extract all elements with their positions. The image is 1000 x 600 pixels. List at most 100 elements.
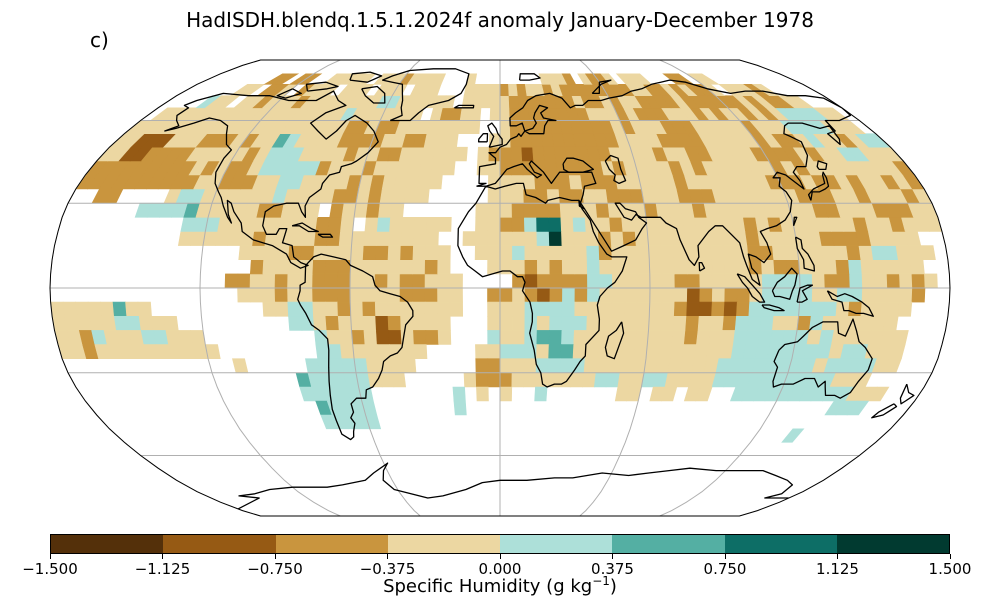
anomaly-cell: [490, 84, 501, 96]
anomaly-cell: [624, 273, 638, 289]
anomaly-cell: [586, 245, 600, 261]
anomaly-cell: [447, 120, 461, 134]
anomaly-cell: [673, 259, 688, 275]
coastline: [317, 233, 334, 238]
anomaly-cell: [511, 202, 525, 218]
anomaly-cell: [301, 231, 317, 246]
anomaly-cell: [748, 301, 763, 317]
anomaly-cell: [587, 287, 601, 303]
anomaly-cell: [87, 301, 103, 317]
anomaly-cell: [428, 174, 443, 190]
anomaly-cell: [561, 73, 577, 85]
anomaly-cell: [671, 330, 686, 345]
anomaly-cell: [561, 315, 576, 331]
anomaly-cell: [274, 287, 289, 303]
colorbar-tick: [499, 554, 501, 559]
anomaly-cell: [445, 133, 459, 148]
anomaly-cell: [313, 245, 328, 261]
anomaly-cell: [648, 245, 663, 261]
anomaly-cell: [848, 259, 863, 275]
anomaly-cell: [711, 301, 726, 317]
coastline: [276, 88, 302, 99]
anomaly-cell: [574, 273, 588, 289]
anomaly-cell: [769, 231, 785, 246]
anomaly-cell: [365, 358, 381, 374]
coastline: [794, 236, 816, 272]
anomaly-cell: [437, 245, 451, 261]
anomaly-cell: [449, 287, 463, 303]
anomaly-cell: [424, 315, 439, 331]
anomaly-cell: [535, 202, 549, 218]
anomaly-cell: [487, 245, 501, 261]
anomaly-cell: [137, 301, 152, 317]
anomaly-cell: [773, 259, 788, 275]
coastline: [772, 318, 873, 399]
anomaly-cell: [872, 259, 888, 275]
anomaly-cell: [609, 217, 624, 232]
anomaly-cell: [646, 330, 662, 345]
anomaly-cell: [573, 315, 588, 331]
anomaly-cell: [759, 245, 775, 261]
anomaly-cell: [683, 231, 699, 246]
anomaly-cell: [833, 245, 849, 261]
anomaly-cell: [811, 287, 826, 303]
anomaly-cell: [661, 273, 676, 289]
anomaly-cell: [349, 273, 364, 289]
anomaly-cell: [454, 146, 468, 162]
map-title: HadISDH.blendq.1.5.1.2024f anomaly Janua…: [186, 8, 814, 32]
anomaly-cell: [724, 273, 738, 289]
anomaly-cell: [697, 315, 712, 331]
anomaly-cell: [424, 301, 439, 317]
anomaly-cell: [299, 273, 314, 289]
anomaly-cell: [390, 358, 405, 374]
anomaly-cell: [432, 146, 447, 162]
anomaly-cell: [511, 174, 524, 190]
anomaly-cell: [720, 231, 736, 246]
anomaly-cell: [774, 287, 788, 303]
anomaly-cell: [611, 259, 626, 275]
anomaly-cell: [424, 273, 438, 289]
anomaly-cell: [674, 287, 688, 303]
anomaly-cell: [769, 330, 785, 345]
anomaly-cell: [523, 217, 538, 232]
anomaly-cell: [412, 259, 426, 275]
anomaly-cell: [521, 146, 534, 162]
anomaly-cell: [899, 287, 913, 303]
colorbar-tick: [837, 554, 838, 559]
anomaly-cell: [635, 315, 650, 331]
anomaly-cell: [720, 330, 736, 345]
anomaly-cell: [511, 188, 525, 204]
anomaly-cell: [883, 245, 899, 261]
anomaly-cell: [262, 287, 276, 303]
anomaly-cell: [337, 287, 351, 303]
anomaly-cell: [544, 160, 558, 176]
anomaly-cell: [437, 301, 451, 317]
colorbar-tick-label: −0.375: [359, 560, 416, 578]
anomaly-cell: [708, 330, 724, 345]
anomaly-cell: [908, 245, 924, 261]
anomaly-cell: [449, 301, 464, 317]
anomaly-cell: [299, 287, 314, 303]
coastline: [807, 171, 830, 201]
anomaly-cell: [388, 330, 403, 345]
anomaly-cell: [215, 231, 231, 246]
anomaly-cell: [62, 301, 78, 317]
anomaly-cell: [512, 273, 526, 289]
anomaly-cell: [499, 330, 513, 345]
anomaly-cell: [598, 315, 613, 331]
anomaly-cell: [314, 231, 329, 246]
colorbar-tick: [949, 554, 951, 559]
anomaly-cell: [387, 245, 402, 261]
globe-outline: [49, 59, 951, 517]
anomaly-cell: [724, 287, 738, 303]
anomaly-cell: [390, 202, 405, 218]
anomaly-cell: [549, 287, 563, 303]
anomaly-cell: [512, 245, 526, 261]
anomaly-cell: [582, 188, 597, 204]
anomaly-cell: [659, 330, 674, 345]
anomaly-cell: [412, 301, 426, 317]
anomaly-cell: [574, 287, 588, 303]
anomaly-cell: [607, 358, 622, 374]
colorbar-label-exponent: −1: [592, 574, 610, 588]
anomaly-cell: [524, 287, 538, 303]
